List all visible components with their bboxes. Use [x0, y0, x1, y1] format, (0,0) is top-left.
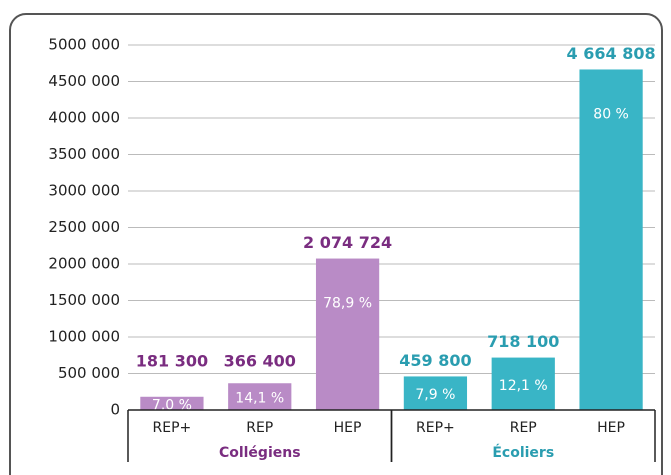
y-tick-label: 3500 000: [48, 145, 120, 163]
y-tick-label: 2500 000: [48, 218, 120, 236]
bar: [140, 396, 204, 410]
y-tick-label: 2000 000: [48, 255, 120, 273]
share-label: 7,0 %: [152, 397, 192, 413]
x-tick-label: HEP: [334, 420, 362, 436]
value-label: 181 300: [136, 352, 208, 371]
x-tick-label: REP+: [153, 420, 192, 436]
x-tick-label: REP: [246, 420, 273, 436]
y-tick-label: 1500 000: [48, 291, 120, 309]
group-label: Collégiens: [219, 445, 301, 461]
share-label: 12,1 %: [499, 378, 548, 394]
share-label: 78,9 %: [323, 296, 372, 312]
y-tick-label: 4500 000: [48, 72, 120, 90]
x-tick-label: REP: [510, 420, 537, 436]
bar: [491, 357, 555, 410]
y-tick-label: 1000 000: [48, 328, 120, 346]
share-label: 7,9 %: [415, 387, 455, 403]
y-tick-label: 0: [110, 401, 120, 419]
bar: [403, 376, 468, 410]
y-tick-label: 3000 000: [48, 182, 120, 200]
y-tick-label: 500 000: [58, 364, 120, 382]
x-tick-label: HEP: [597, 420, 625, 436]
value-label: 718 100: [487, 332, 559, 351]
y-tick-label: 5000 000: [48, 36, 120, 54]
y-tick-label: 4000 000: [48, 109, 120, 127]
bar: [315, 258, 380, 410]
value-label: 366 400: [224, 352, 296, 371]
x-tick-label: REP+: [416, 420, 455, 436]
value-label: 4 664 808: [567, 44, 656, 63]
bar: [579, 69, 643, 410]
value-label: 2 074 724: [303, 233, 392, 252]
value-label: 459 800: [399, 351, 471, 370]
share-label: 14,1 %: [235, 391, 284, 407]
share-label: 80 %: [593, 106, 629, 122]
frame: [9, 13, 663, 475]
group-label: Écoliers: [492, 444, 554, 461]
bar: [228, 383, 292, 410]
